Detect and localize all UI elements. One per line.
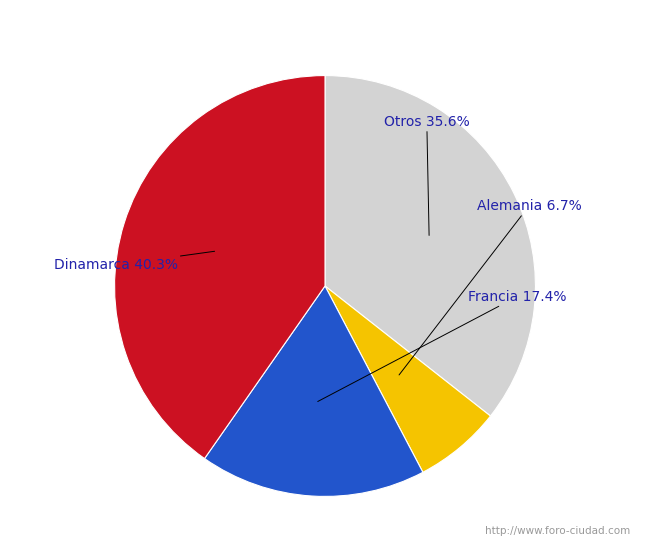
- Wedge shape: [325, 286, 491, 472]
- Text: Villanueva de Gállego - Turistas extranjeros según país - Abril de 2024: Villanueva de Gállego - Turistas extranj…: [67, 13, 583, 29]
- Text: Francia 17.4%: Francia 17.4%: [318, 289, 567, 402]
- Wedge shape: [325, 75, 536, 416]
- Wedge shape: [114, 75, 325, 459]
- Text: Dinamarca 40.3%: Dinamarca 40.3%: [54, 251, 214, 272]
- Text: Alemania 6.7%: Alemania 6.7%: [399, 199, 581, 375]
- Wedge shape: [205, 286, 423, 497]
- Text: Otros 35.6%: Otros 35.6%: [384, 115, 470, 235]
- Text: http://www.foro-ciudad.com: http://www.foro-ciudad.com: [486, 526, 630, 536]
